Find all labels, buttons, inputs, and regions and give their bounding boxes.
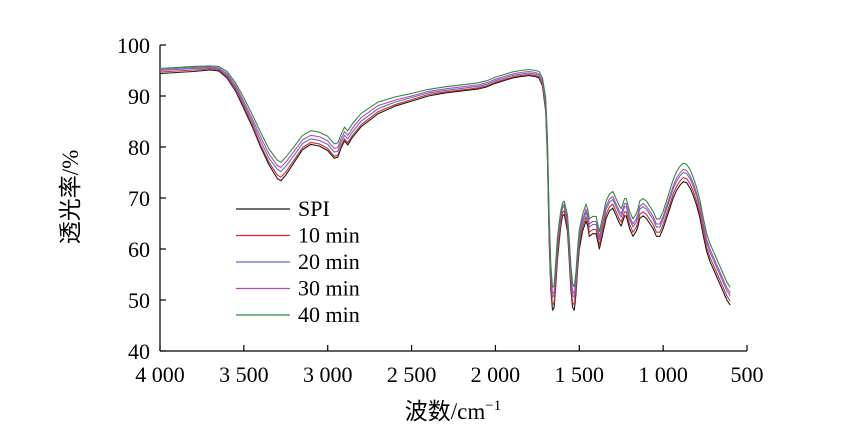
legend-label: 40 min xyxy=(298,302,360,327)
y-tick-label: 90 xyxy=(128,84,150,109)
x-tick-label: 4 000 xyxy=(135,362,185,387)
y-tick-label: 80 xyxy=(128,135,150,160)
legend-label: SPI xyxy=(298,196,330,221)
x-tick-label: 1 500 xyxy=(555,362,605,387)
x-tick-label: 3 000 xyxy=(303,362,353,387)
y-tick-label: 100 xyxy=(117,33,150,58)
y-tick-label: 50 xyxy=(128,288,150,313)
y-tick-label: 40 xyxy=(128,339,150,364)
x-tick-label: 3 500 xyxy=(219,362,269,387)
legend-label: 10 min xyxy=(298,223,360,248)
x-tick-label: 2 500 xyxy=(387,362,437,387)
series-lines xyxy=(159,65,731,311)
x-axis-title: 波数/cm−1 xyxy=(405,398,501,424)
y-tick-label: 60 xyxy=(128,237,150,262)
y-axis-title: 透光率/% xyxy=(58,150,83,245)
y-tick-label: 70 xyxy=(128,186,150,211)
axes: 40 50 60 70 80 90 100 4 000 3 500 3 000 2 500 2 000… xyxy=(117,33,764,387)
legend-label: 20 min xyxy=(298,249,360,274)
series-line-40-min xyxy=(159,65,731,288)
x-tick-label: 500 xyxy=(731,362,764,387)
x-tick-label: 2 000 xyxy=(471,362,521,387)
x-axis-title-main: 波数/cm xyxy=(405,399,486,424)
legend-label: 30 min xyxy=(298,276,360,301)
x-tick-label: 1 000 xyxy=(638,362,688,387)
x-axis-title-superscript: −1 xyxy=(485,398,501,414)
